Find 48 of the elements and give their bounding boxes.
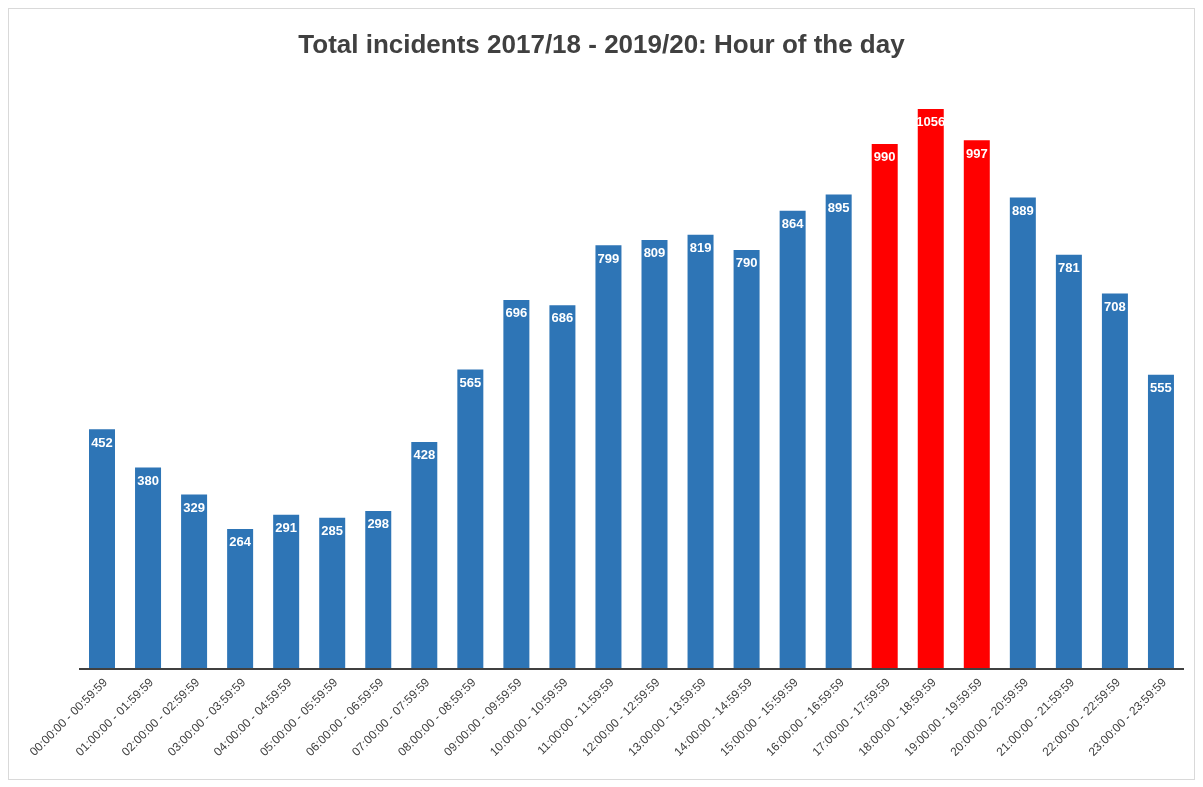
bar [733,250,760,669]
bar [917,109,944,669]
data-label: 790 [735,255,758,271]
data-label: 264 [229,534,252,550]
chart-title: Total incidents 2017/18 - 2019/20: Hour of the day [297,28,906,61]
data-label: 799 [597,250,620,266]
data-label: 329 [183,499,205,515]
bar [641,239,668,669]
bar [89,429,115,669]
data-label: 864 [781,216,805,232]
bar [963,140,990,669]
data-label: 380 [137,472,159,488]
bar [1101,293,1128,669]
data-label: 686 [551,310,574,326]
data-label: 708 [1104,298,1126,314]
data-label: 997 [965,145,988,161]
bar [1055,254,1082,669]
data-label: 298 [367,516,390,532]
bar [319,517,346,669]
bar [135,467,162,669]
bar [1147,374,1174,669]
bar [365,510,392,669]
data-label: 565 [459,374,482,390]
data-label: 781 [1058,260,1080,276]
data-label: 809 [643,245,666,261]
bar [503,299,530,669]
bar [181,494,208,669]
bar [227,529,254,669]
data-label: 895 [827,199,850,215]
data-label: 285 [321,523,344,539]
data-label: 452 [91,434,113,450]
bar [871,144,898,669]
data-label: 696 [505,305,528,321]
bar [595,245,622,669]
bar [273,514,300,669]
bar [687,234,714,669]
data-label: 819 [689,239,712,255]
bar [825,194,852,669]
data-label: 990 [873,149,896,165]
bar [549,305,576,669]
data-label: 291 [275,519,298,535]
data-label: 889 [1011,202,1034,218]
bar [779,210,806,669]
bar [411,442,438,669]
data-label: 555 [1150,379,1172,395]
data-label: 428 [413,447,436,463]
bar [1009,197,1036,669]
bar [457,369,484,669]
